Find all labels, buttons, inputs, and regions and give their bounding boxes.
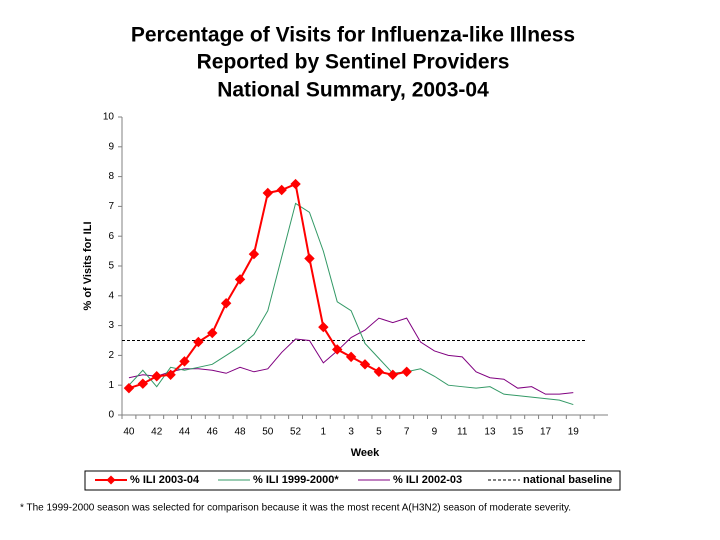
y-axis-label: % of Visits for ILI — [82, 221, 94, 310]
x-tick-label: 1 — [321, 427, 327, 438]
series-line — [128, 182, 407, 390]
y-tick-label: 6 — [108, 231, 114, 242]
y-tick-label: 3 — [108, 320, 114, 331]
data-point — [318, 321, 329, 333]
data-point — [304, 253, 315, 264]
y-tick-label: 4 — [108, 290, 114, 301]
data-point — [290, 178, 301, 190]
x-tick-label: 52 — [290, 427, 302, 438]
data-point — [359, 359, 371, 370]
data-point — [179, 356, 190, 367]
y-tick-label: 0 — [108, 410, 114, 421]
data-point — [193, 336, 204, 348]
y-tick-label: 10 — [103, 112, 115, 123]
data-point — [345, 351, 357, 363]
legend-marker — [106, 475, 116, 485]
y-tick-label: 5 — [108, 261, 114, 272]
x-tick-label: 5 — [376, 427, 382, 438]
legend-label: national baseline — [523, 474, 612, 486]
data-point — [151, 371, 162, 382]
x-tick-label: 40 — [123, 427, 135, 438]
data-point — [165, 369, 176, 380]
x-tick-label: 50 — [262, 427, 274, 438]
x-tick-label: 46 — [207, 427, 219, 438]
data-point — [276, 184, 287, 196]
x-tick-label: 7 — [404, 427, 410, 438]
x-tick-label: 3 — [348, 427, 354, 438]
y-tick-label: 9 — [108, 141, 114, 152]
chart-title: Reported by Sentinel Providers — [197, 51, 510, 74]
y-tick-label: 1 — [108, 380, 114, 391]
data-point — [207, 327, 218, 339]
chart-title: Percentage of Visits for Influenza-like … — [131, 24, 575, 47]
legend-label: % ILI 2002-03 — [393, 474, 462, 486]
x-tick-label: 48 — [234, 427, 246, 438]
data-point — [123, 382, 135, 394]
data-point — [401, 366, 412, 377]
series-line — [128, 317, 574, 395]
data-point — [248, 248, 260, 260]
x-tick-label: 11 — [457, 427, 468, 438]
legend-box — [84, 470, 621, 491]
x-tick-label: 15 — [512, 427, 524, 438]
legend-label: % ILI 1999-2000* — [253, 474, 339, 486]
y-tick-label: 8 — [108, 171, 114, 182]
data-point — [262, 187, 274, 199]
x-tick-label: 17 — [540, 427, 552, 438]
chart-title: National Summary, 2003-04 — [217, 79, 489, 102]
x-tick-label: 44 — [179, 427, 191, 438]
x-tick-label: 19 — [568, 427, 580, 438]
footnote: * The 1999-2000 season was selected for … — [20, 503, 571, 514]
data-point — [137, 378, 149, 389]
x-tick-label: 42 — [151, 427, 163, 438]
x-axis-label: Week — [351, 447, 380, 459]
data-point — [332, 344, 343, 355]
x-tick-label: 9 — [432, 427, 438, 438]
legend-label: % ILI 2003-04 — [130, 474, 200, 486]
data-point — [234, 274, 246, 285]
data-point — [373, 366, 385, 377]
series-line — [128, 202, 574, 406]
y-tick-label: 2 — [108, 350, 114, 361]
y-tick-label: 7 — [108, 201, 114, 212]
data-point — [387, 369, 398, 380]
x-tick-label: 13 — [484, 427, 496, 438]
data-point — [220, 298, 232, 309]
